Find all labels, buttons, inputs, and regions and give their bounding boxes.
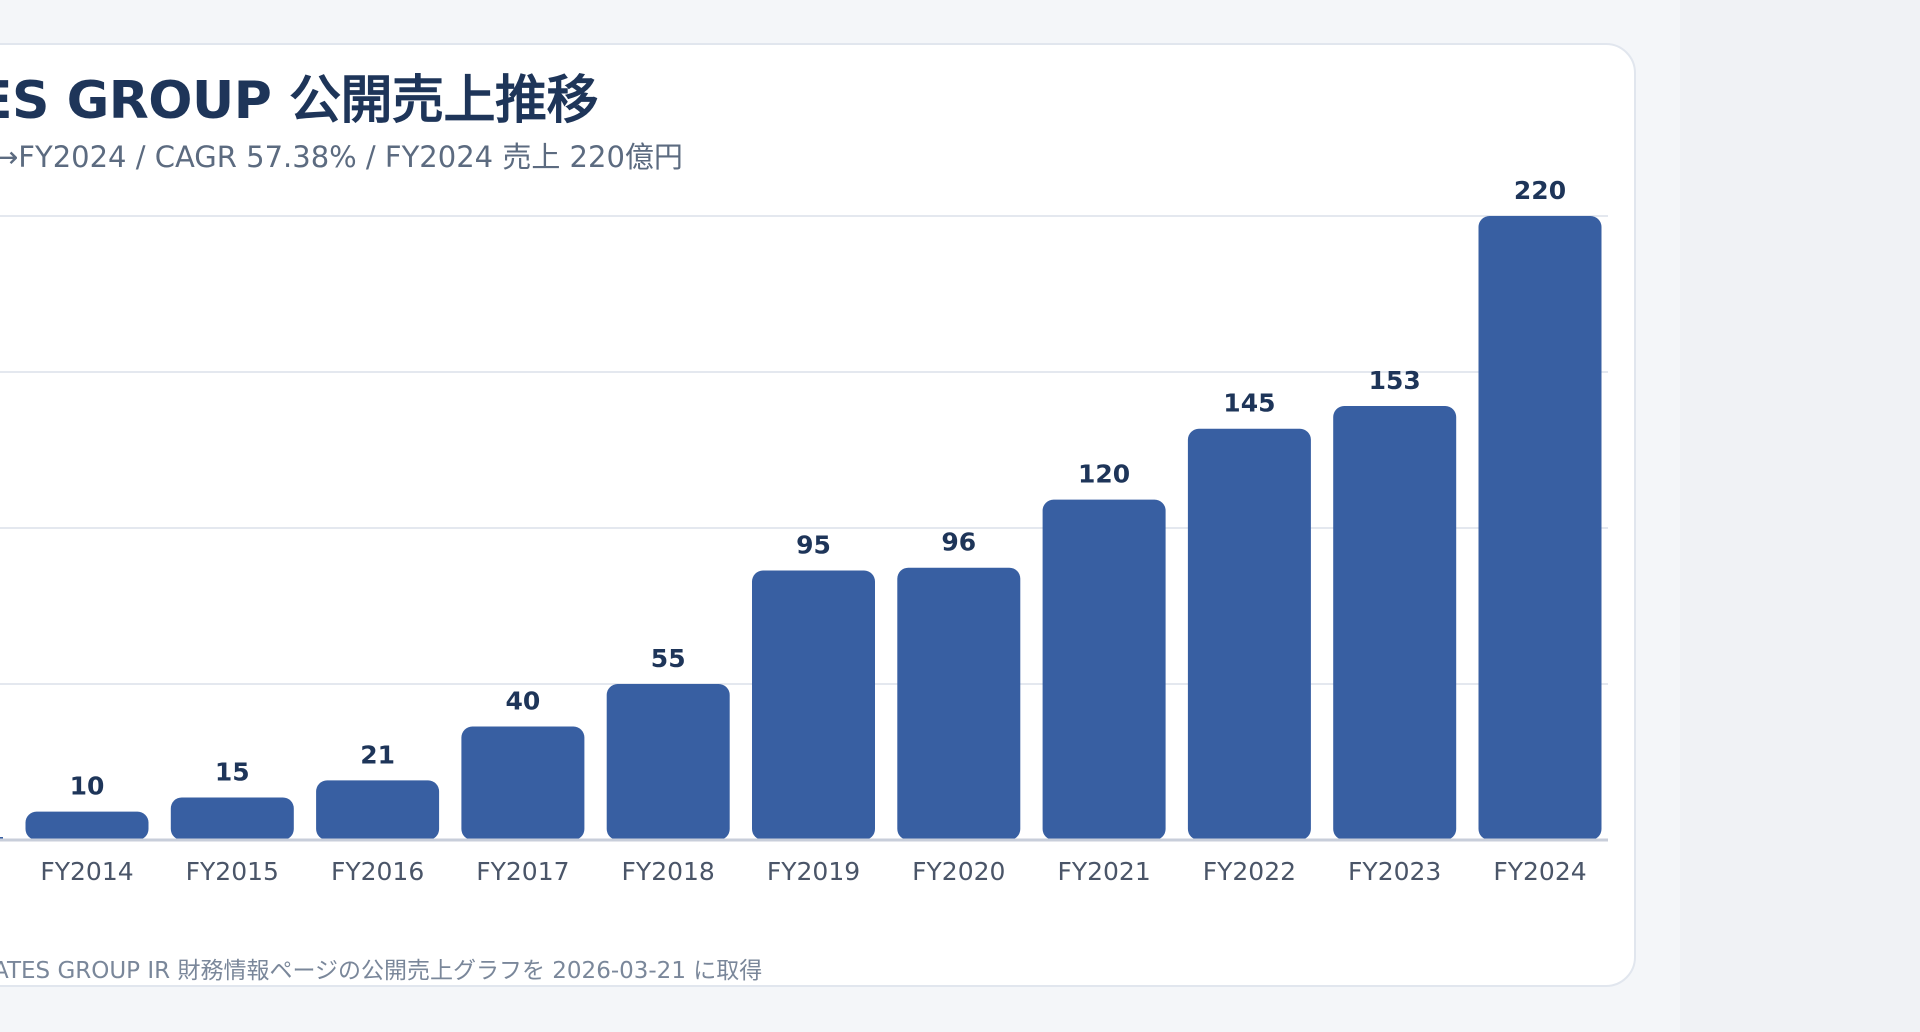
bar-fy2016 [316,780,440,840]
value-label-fy2018: 55 [651,644,686,673]
value-label-fy2014: 10 [70,772,105,801]
value-label-fy2020: 96 [941,528,976,557]
value-label-fy2021: 120 [1078,460,1130,489]
value-label-fy2023: 153 [1369,366,1421,395]
bar-fy2023 [1333,406,1457,840]
bars [0,216,1602,840]
bar-fy2019 [752,570,875,840]
x-tick-labels: FY2014 FY2015 FY2016 FY2017 FY2018 FY2019 FY20… [40,857,1586,886]
bar-fy2014 [25,811,149,840]
bar-fy2015 [170,797,294,840]
value-label-fy2022: 145 [1223,389,1275,418]
x-tick-fy2017: FY2017 [476,857,569,886]
value-label-fy2019: 95 [796,531,831,560]
x-tick-fy2018: FY2018 [622,857,715,886]
value-label-fy2016: 21 [360,740,395,769]
x-tick-fy2019: FY2019 [767,857,860,886]
chart-title: ES GROUP 公開売上推移 [0,71,598,131]
x-tick-fy2015: FY2015 [186,857,279,886]
x-tick-fy2023: FY2023 [1348,857,1441,886]
chart-subtitle: →FY2024 / CAGR 57.38% / FY2024 売上 220億円 [0,140,683,174]
bar-fy2018 [606,684,730,840]
value-label-fy2017: 40 [506,687,541,716]
x-tick-fy2014: FY2014 [40,857,133,886]
x-tick-fy2020: FY2020 [912,857,1005,886]
source-footnote: ATES GROUP IR 財務情報ページの公開売上グラフを 2026-03-2… [0,958,763,984]
bar-fy2021 [1042,499,1166,840]
bar-fy2024 [1478,216,1602,840]
x-tick-fy2021: FY2021 [1057,857,1150,886]
x-tick-fy2022: FY2022 [1203,857,1296,886]
value-label-fy2015: 15 [215,757,250,786]
x-tick-fy2016: FY2016 [331,857,424,886]
background-band [1680,0,1920,1032]
bar-fy2020 [897,567,1021,840]
value-label-fy2024: 220 [1514,176,1566,205]
value-labels: 10 15 21 40 55 95 96 120 145 153 220 [70,176,1566,801]
x-tick-fy2024: FY2024 [1493,857,1586,886]
bar-fy2022 [1187,428,1311,840]
bar-fy2017 [461,726,585,840]
